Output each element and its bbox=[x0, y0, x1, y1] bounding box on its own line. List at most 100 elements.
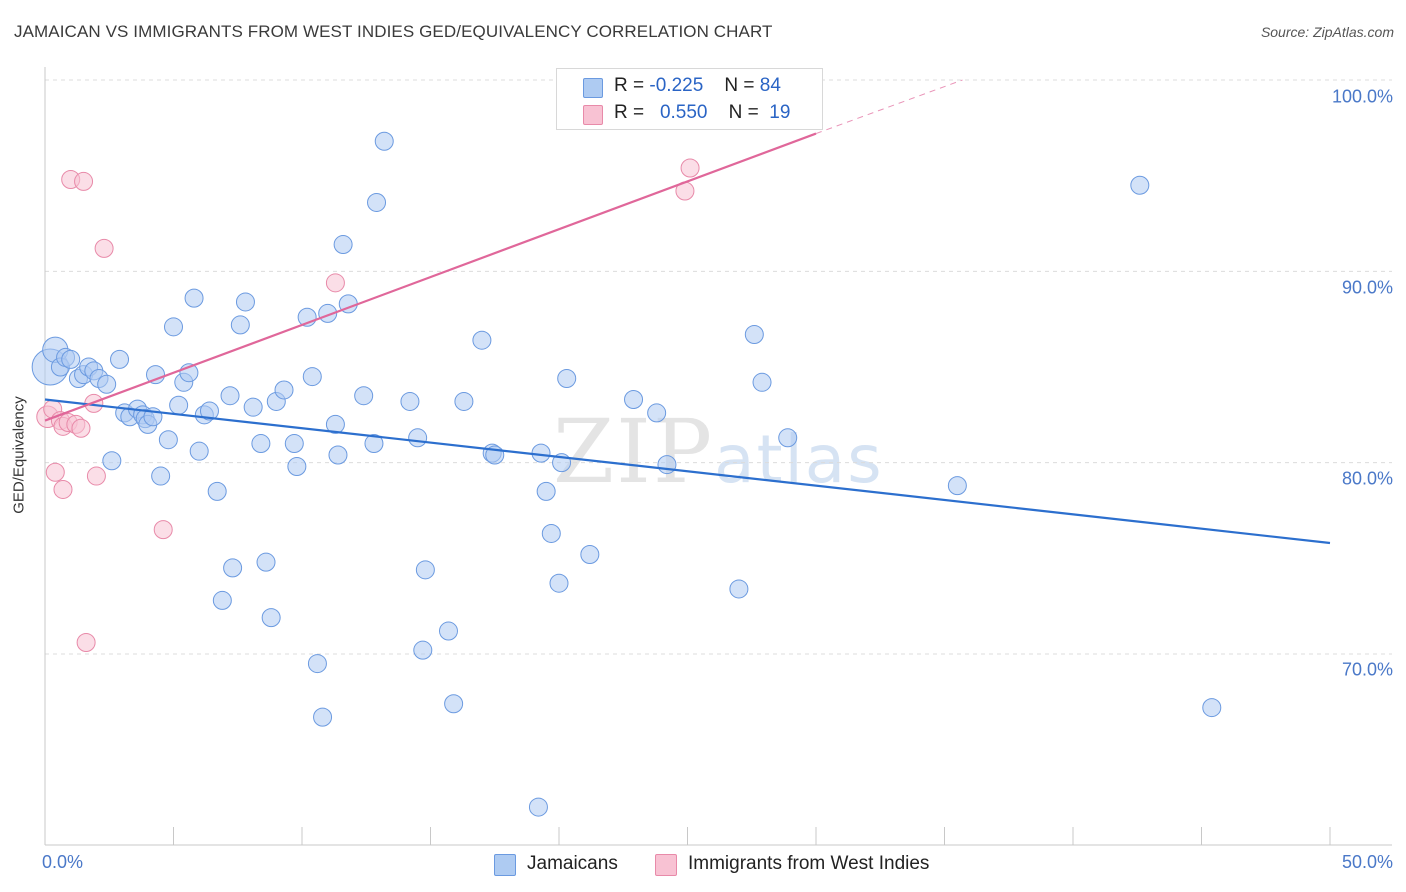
legend-n-label: N = bbox=[724, 75, 755, 96]
jamaicans-point bbox=[624, 390, 644, 410]
jamaicans-point bbox=[261, 608, 281, 628]
west-indies-point bbox=[76, 633, 96, 653]
chart-title: JAMAICAN VS IMMIGRANTS FROM WEST INDIES … bbox=[14, 22, 773, 41]
jamaicans-point bbox=[549, 573, 569, 593]
jamaicans-point bbox=[1130, 175, 1150, 195]
west-indies-point bbox=[153, 520, 173, 540]
y-tick-70: 70.0% bbox=[1341, 659, 1393, 680]
y-tick-80: 80.0% bbox=[1341, 468, 1393, 489]
jamaicans-point bbox=[400, 391, 420, 411]
y-tick-90: 90.0% bbox=[1341, 277, 1393, 298]
watermark-zip: ZIP bbox=[553, 400, 715, 503]
west-indies-trendline-extension bbox=[815, 79, 963, 135]
legend-r-label: R = bbox=[614, 75, 645, 96]
jamaicans-trendline bbox=[44, 398, 1331, 545]
watermark-atlas: atlas bbox=[714, 421, 884, 498]
jamaicans-point bbox=[313, 707, 333, 727]
legend-text-jamaicans: R = -0.225 N = 84 bbox=[614, 75, 781, 97]
jamaicans-point bbox=[438, 621, 458, 641]
jamaicans-point bbox=[158, 430, 178, 450]
jamaicans-point bbox=[223, 558, 243, 578]
jamaicans-point bbox=[541, 523, 561, 543]
jamaicans-point bbox=[199, 401, 219, 421]
jamaicans-point bbox=[947, 476, 967, 496]
jamaicans-point bbox=[367, 192, 387, 212]
jamaicans-point bbox=[472, 330, 492, 350]
jamaicans-point bbox=[207, 481, 227, 501]
chart-source: Source: ZipAtlas.com bbox=[1260, 24, 1394, 40]
jamaicans-point bbox=[243, 397, 263, 417]
x-tick-50: 50.0% bbox=[1341, 852, 1393, 872]
jamaicans-point bbox=[212, 590, 232, 610]
jamaicans-point bbox=[151, 466, 171, 486]
jamaicans-point bbox=[528, 797, 548, 817]
stats-legend: R = -0.225 N = 84 R = 0.550 N = 19 bbox=[556, 68, 823, 130]
west-indies-point bbox=[86, 466, 106, 486]
legend-swatch-jamaicans bbox=[583, 78, 603, 98]
jamaicans-point bbox=[752, 372, 772, 392]
west-indies-point bbox=[45, 462, 65, 482]
jamaicans-point bbox=[164, 317, 183, 337]
legend-r-label: R = bbox=[614, 102, 645, 123]
legend-r-value: 0.550 bbox=[659, 102, 708, 123]
jamaicans-point bbox=[61, 349, 81, 369]
y-tick-100: 100.0% bbox=[1331, 86, 1393, 107]
legend-n-value: 19 bbox=[769, 102, 791, 123]
jamaicans-point bbox=[284, 434, 304, 454]
legend-n-label: N = bbox=[728, 102, 759, 123]
jamaicans-point bbox=[251, 434, 271, 454]
jamaicans-point bbox=[328, 445, 348, 465]
jamaicans-point bbox=[287, 456, 307, 476]
jamaicans-point bbox=[444, 694, 464, 714]
jamaicans-point bbox=[325, 414, 345, 434]
jamaicans-point bbox=[657, 455, 677, 475]
watermark: ZIPatlas bbox=[553, 400, 884, 503]
jamaicans-point bbox=[454, 391, 474, 411]
jamaicans-point bbox=[102, 451, 122, 471]
legend-r-value: -0.225 bbox=[649, 75, 704, 96]
west-indies-point bbox=[74, 171, 94, 191]
west-indies-point bbox=[94, 238, 114, 258]
jamaicans-point bbox=[531, 443, 551, 463]
jamaicans-point bbox=[256, 552, 276, 572]
legend-swatch-west-indies bbox=[583, 105, 603, 125]
legend-text-west-indies: R = 0.550 N = 19 bbox=[614, 102, 790, 124]
series-swatch-jamaicans bbox=[494, 854, 516, 876]
legend-n-value: 84 bbox=[759, 75, 781, 96]
jamaicans-point bbox=[189, 441, 209, 461]
jamaicans-point bbox=[230, 315, 250, 335]
west-indies-trendline bbox=[44, 132, 817, 422]
jamaicans-point bbox=[333, 235, 353, 255]
west-indies-point bbox=[71, 418, 91, 438]
jamaicans-point bbox=[110, 349, 130, 369]
west-indies-point bbox=[53, 479, 73, 499]
jamaicans-point bbox=[97, 374, 117, 394]
jamaicans-point bbox=[220, 386, 240, 406]
jamaicans-point bbox=[413, 640, 433, 660]
jamaicans-point bbox=[146, 365, 166, 385]
jamaicans-point bbox=[778, 428, 798, 448]
jamaicans-point bbox=[536, 481, 556, 501]
jamaicans-point bbox=[354, 386, 374, 406]
jamaicans-point bbox=[744, 324, 764, 344]
jamaicans-point bbox=[374, 131, 394, 151]
jamaicans-point bbox=[169, 395, 189, 415]
jamaicans-point bbox=[307, 654, 327, 674]
jamaicans-point bbox=[274, 380, 294, 400]
jamaicans-point bbox=[184, 288, 204, 308]
series-label-west-indies: Immigrants from West Indies bbox=[688, 853, 930, 874]
jamaicans-point bbox=[557, 368, 577, 388]
series-swatch-west-indies bbox=[655, 854, 677, 876]
series-label-jamaicans: Jamaicans bbox=[527, 853, 618, 874]
jamaicans-point bbox=[302, 367, 322, 387]
jamaicans-point bbox=[647, 403, 667, 423]
jamaicans-point bbox=[408, 428, 428, 448]
jamaicans-point bbox=[1202, 698, 1222, 718]
y-axis-label: GED/Equivalency bbox=[10, 396, 28, 514]
west-indies-point bbox=[680, 158, 700, 178]
series-legend: Jamaicans Immigrants from West Indies bbox=[0, 852, 1406, 878]
jamaicans-point bbox=[235, 292, 255, 312]
jamaicans-point bbox=[364, 434, 384, 454]
x-tick-0: 0.0% bbox=[42, 852, 84, 872]
